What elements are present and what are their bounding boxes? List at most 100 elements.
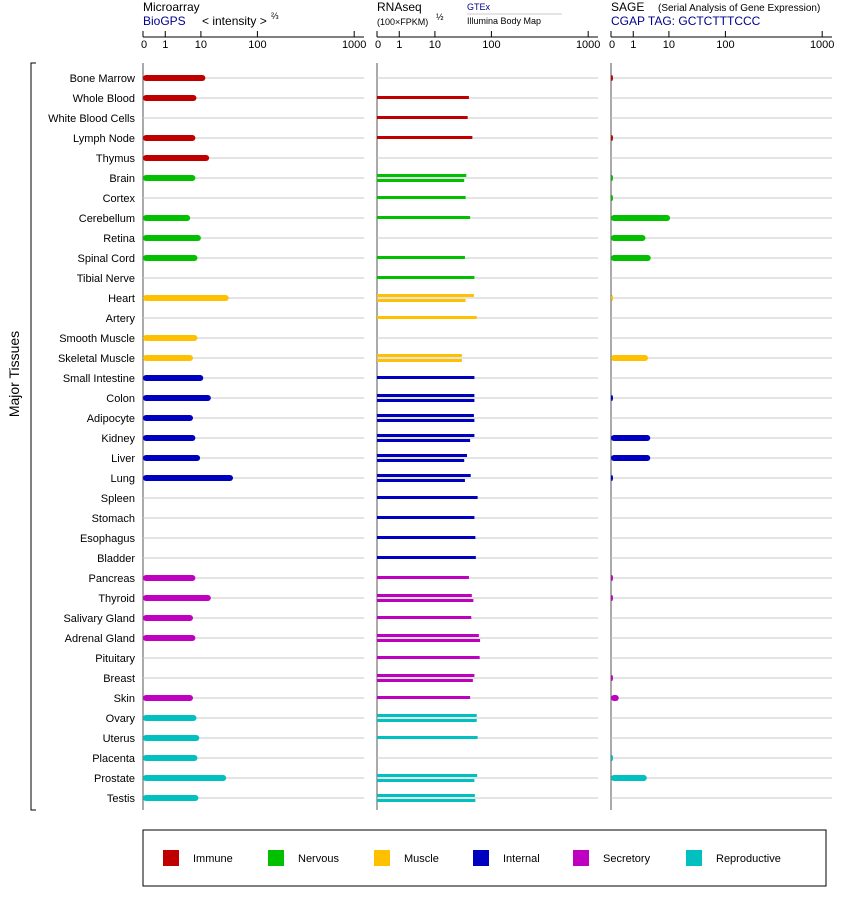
- rnaseq-bar: [377, 96, 469, 99]
- rnaseq-scale-label: (100×FPKM): [377, 17, 428, 27]
- tissue-label: Tibial Nerve: [77, 273, 135, 285]
- rnaseq-bar: [377, 496, 478, 499]
- rnaseq-tick-label-1: 1: [396, 39, 402, 51]
- rnaseq-bar: [377, 696, 471, 699]
- rnaseq-bar: [377, 799, 476, 802]
- tissue-label: Artery: [106, 313, 136, 325]
- microarray-bar: [143, 355, 193, 361]
- rnaseq-bar: [377, 316, 477, 319]
- tissue-label: Bone Marrow: [70, 73, 135, 85]
- sage-bar: [611, 75, 613, 81]
- sage-title: SAGE: [611, 0, 644, 14]
- microarray-bar: [143, 335, 198, 341]
- microarray-tick-label-100: 100: [248, 39, 266, 51]
- rnaseq-bar: [377, 136, 473, 139]
- microarray-title: Microarray: [143, 0, 200, 14]
- microarray-scale-exponent: ⅔: [271, 11, 279, 21]
- sage-bar: [611, 595, 613, 601]
- rnaseq-bar: [377, 599, 474, 602]
- tissue-label: Small Intestine: [63, 373, 135, 385]
- microarray-bar: [143, 735, 200, 741]
- tissue-label: Breast: [103, 673, 135, 685]
- legend-swatch-immune: [163, 850, 179, 866]
- rnaseq-bar: [377, 459, 465, 462]
- tissue-label: Lymph Node: [73, 133, 135, 145]
- tissue-label: Esophagus: [80, 533, 136, 545]
- rnaseq-bar: [377, 714, 477, 717]
- microarray-source-link[interactable]: BioGPS: [143, 14, 186, 28]
- tissue-label: Adrenal Gland: [65, 633, 135, 645]
- tissue-label: Stomach: [92, 513, 135, 525]
- sage-bar: [611, 215, 671, 221]
- tissue-label: Spleen: [101, 493, 135, 505]
- tissue-label: Spinal Cord: [78, 253, 135, 265]
- rnaseq-gtex-link[interactable]: GTEx: [467, 2, 491, 12]
- sage-bar: [611, 475, 613, 481]
- rnaseq-bar: [377, 774, 478, 777]
- rnaseq-bar: [377, 376, 475, 379]
- microarray-tick-label-10: 10: [195, 39, 207, 51]
- tissue-label: Pancreas: [89, 573, 136, 585]
- tissue-label: Lung: [111, 473, 135, 485]
- rnaseq-bar: [377, 116, 468, 119]
- rnaseq-bar: [377, 439, 471, 442]
- sage-bar: [611, 755, 613, 761]
- tissue-label: White Blood Cells: [48, 113, 135, 125]
- tissue-label: Heart: [108, 293, 135, 305]
- rnaseq-title: RNAseq: [377, 0, 422, 14]
- legend-swatch-secretory: [573, 850, 589, 866]
- legend-label-reproductive: Reproductive: [716, 853, 781, 865]
- sage-tick-label-10: 10: [663, 39, 675, 51]
- tissue-label: Prostate: [94, 773, 135, 785]
- microarray-bar: [143, 755, 198, 761]
- microarray-bar: [143, 775, 227, 781]
- rnaseq-bar: [377, 276, 475, 279]
- microarray-scale-label: < intensity >: [202, 14, 267, 28]
- rnaseq-bar: [377, 794, 475, 797]
- sage-bar: [611, 695, 619, 701]
- legend-label-nervous: Nervous: [298, 853, 339, 865]
- rnaseq-bar: [377, 479, 465, 482]
- microarray-bar: [143, 235, 201, 241]
- sage-bar: [611, 435, 651, 441]
- rnaseq-tick-label-1000: 1000: [576, 39, 600, 51]
- microarray-tick-label-1000: 1000: [342, 39, 366, 51]
- rnaseq-tick-label-0: 0: [375, 39, 381, 51]
- rnaseq-bar: [377, 779, 475, 782]
- rnaseq-bar: [377, 639, 481, 642]
- legend-label-secretory: Secretory: [603, 853, 651, 865]
- rnaseq-bar: [377, 394, 475, 397]
- microarray-bar: [143, 615, 193, 621]
- sage-bar: [611, 235, 646, 241]
- microarray-bar: [143, 595, 211, 601]
- rnaseq-bar: [377, 256, 465, 259]
- microarray-tick-label-1: 1: [162, 39, 168, 51]
- sage-tag-link[interactable]: CGAP TAG: GCTCTTTCCC: [611, 14, 761, 28]
- sage-subtitle: (Serial Analysis of Gene Expression): [658, 3, 820, 14]
- rnaseq-bar: [377, 434, 475, 437]
- rnaseq-bar: [377, 454, 468, 457]
- rnaseq-bar: [377, 196, 466, 199]
- microarray-bar: [143, 215, 191, 221]
- tissue-label: Adipocyte: [87, 413, 135, 425]
- microarray-bar: [143, 75, 206, 81]
- sage-bar: [611, 455, 651, 461]
- rnaseq-illumina-label: Illumina Body Map: [467, 16, 541, 26]
- tissue-bracket: [30, 62, 36, 811]
- tissue-label: Whole Blood: [73, 93, 135, 105]
- tissue-label: Smooth Muscle: [59, 333, 135, 345]
- rnaseq-bar: [377, 556, 476, 559]
- sage-bar: [611, 775, 647, 781]
- rnaseq-bar: [377, 536, 476, 539]
- tissue-label: Thymus: [96, 153, 136, 165]
- rnaseq-tick-label-100: 100: [482, 39, 500, 51]
- sage-tick-label-1: 1: [630, 39, 636, 51]
- microarray-bar: [143, 395, 211, 401]
- microarray-bar: [143, 415, 193, 421]
- sage-bar: [611, 255, 651, 261]
- legend-label-immune: Immune: [193, 853, 233, 865]
- rnaseq-bar: [377, 576, 469, 579]
- rnaseq-bar: [377, 299, 466, 302]
- rnaseq-bar: [377, 634, 479, 637]
- tissue-label: Salivary Gland: [63, 613, 135, 625]
